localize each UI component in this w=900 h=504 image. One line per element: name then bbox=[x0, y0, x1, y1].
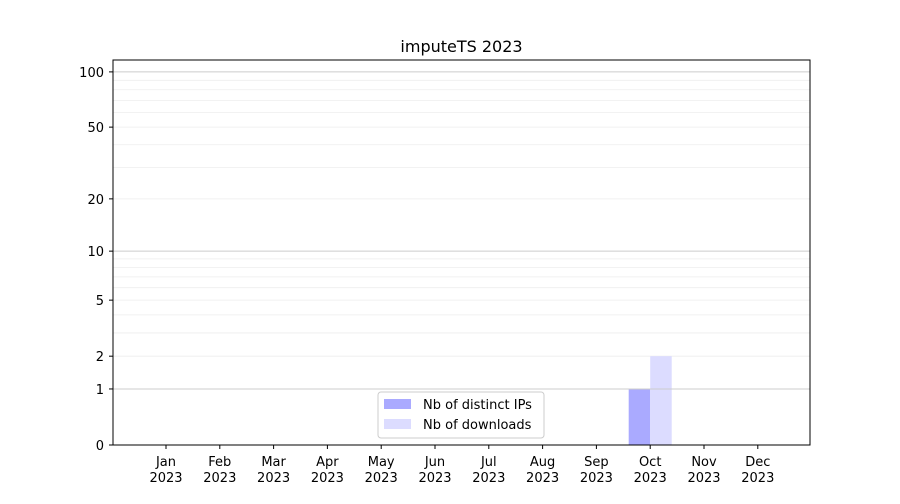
y-tick-label: 5 bbox=[96, 294, 104, 309]
x-tick-label: 2023 bbox=[311, 471, 344, 486]
x-tick-label: 2023 bbox=[203, 471, 236, 486]
x-tick-label: 2023 bbox=[741, 471, 774, 486]
legend-label: Nb of distinct IPs bbox=[423, 398, 532, 413]
legend-swatch bbox=[384, 419, 411, 429]
x-tick-label: 2023 bbox=[526, 471, 559, 486]
y-tick-label: 10 bbox=[87, 245, 104, 260]
x-tick-label: Jun bbox=[424, 455, 445, 470]
legend-label: Nb of downloads bbox=[423, 418, 532, 433]
bar bbox=[650, 356, 672, 445]
x-tick-label: May bbox=[368, 455, 395, 470]
x-tick-label: 2023 bbox=[687, 471, 720, 486]
x-tick-label: Mar bbox=[261, 455, 286, 470]
x-tick-label: Nov bbox=[691, 455, 717, 470]
bar bbox=[628, 388, 651, 445]
y-tick-label: 20 bbox=[87, 193, 104, 208]
y-tick-label: 2 bbox=[96, 350, 104, 365]
x-tick-label: Feb bbox=[208, 455, 231, 470]
x-tick-label: Jul bbox=[480, 455, 497, 470]
x-tick-label: Oct bbox=[639, 455, 661, 470]
y-tick-label: 0 bbox=[96, 439, 104, 454]
x-tick-label: 2023 bbox=[257, 471, 290, 486]
x-tick-label: 2023 bbox=[472, 471, 505, 486]
y-tick-label: 50 bbox=[87, 121, 104, 136]
x-tick-label: Dec bbox=[745, 455, 770, 470]
x-tick-label: 2023 bbox=[418, 471, 451, 486]
x-tick-label: 2023 bbox=[149, 471, 182, 486]
y-tick-label: 100 bbox=[79, 66, 104, 81]
x-tick-label: 2023 bbox=[634, 471, 667, 486]
y-tick-label: 1 bbox=[96, 383, 104, 398]
x-tick-label: Apr bbox=[316, 455, 339, 470]
x-tick-label: Jan bbox=[155, 455, 176, 470]
legend-box bbox=[377, 391, 545, 439]
x-tick-label: 2023 bbox=[365, 471, 398, 486]
x-tick-label: Sep bbox=[584, 455, 609, 470]
x-tick-label: Aug bbox=[530, 455, 555, 470]
plot-frame bbox=[112, 59, 811, 446]
chart-title: imputeTS 2023 bbox=[400, 37, 522, 56]
x-tick-label: 2023 bbox=[580, 471, 613, 486]
legend: Nb of distinct IPs Nb of downloads bbox=[377, 391, 545, 439]
legend-swatch bbox=[384, 399, 411, 409]
